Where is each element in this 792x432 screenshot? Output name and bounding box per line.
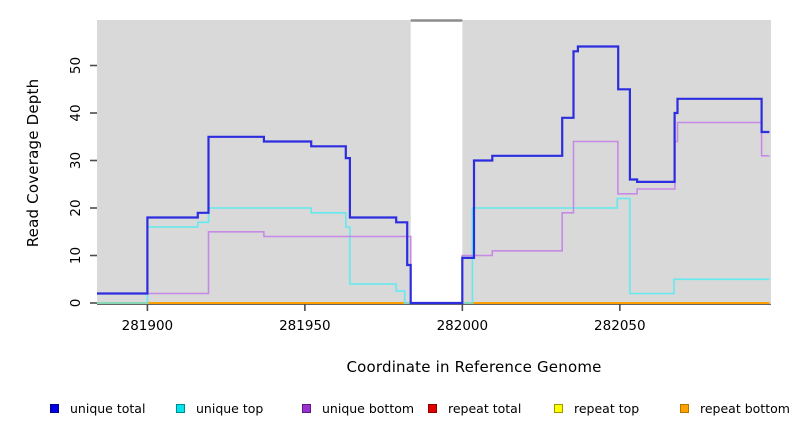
legend-label: repeat bottom [700, 400, 790, 416]
legend: unique total unique top unique bottom repea… [0, 399, 792, 423]
x-tick-label: 281950 [279, 318, 331, 334]
legend-swatch-icon [554, 403, 563, 413]
legend-label: unique total [70, 400, 146, 416]
legend-swatch-icon [50, 403, 59, 413]
series-unique-total [97, 45, 770, 305]
y-tick-label: 20 [68, 199, 84, 216]
x-tick-label: 282050 [594, 318, 646, 334]
x-axis-title: Coordinate in Reference Genome [346, 358, 602, 376]
series-unique-top [97, 197, 770, 304]
legend-label: repeat total [448, 400, 522, 416]
y-tick-label: 0 [68, 299, 84, 308]
y-tick-label: 10 [68, 247, 84, 264]
x-axis-title-wrap: Coordinate in Reference Genome [0, 358, 792, 376]
legend-item-repeat-bottom: repeat bottom [680, 399, 790, 417]
y-tick-label: 50 [68, 57, 84, 74]
legend-item-unique-top: unique top [176, 399, 263, 417]
y-tick-label: 30 [68, 152, 84, 169]
legend-label: repeat top [574, 400, 640, 416]
legend-label: unique bottom [322, 400, 415, 416]
legend-swatch-icon [302, 403, 311, 413]
y-tick-label: 40 [68, 104, 84, 121]
legend-item-repeat-top: repeat top [554, 399, 639, 417]
y-axis-title: Read Coverage Depth [24, 78, 42, 248]
series-unique-bottom [97, 121, 770, 304]
masked-gap-region [410, 19, 463, 303]
legend-item-unique-total: unique total [50, 399, 145, 417]
legend-swatch-icon [176, 403, 185, 413]
legend-item-repeat-total: repeat total [428, 399, 521, 417]
legend-label: unique top [196, 400, 264, 416]
legend-item-unique-bottom: unique bottom [302, 399, 414, 417]
legend-swatch-icon [680, 403, 689, 413]
legend-swatch-icon [428, 403, 437, 413]
x-tick-label: 281900 [122, 318, 174, 334]
x-tick-label: 282000 [437, 318, 489, 334]
